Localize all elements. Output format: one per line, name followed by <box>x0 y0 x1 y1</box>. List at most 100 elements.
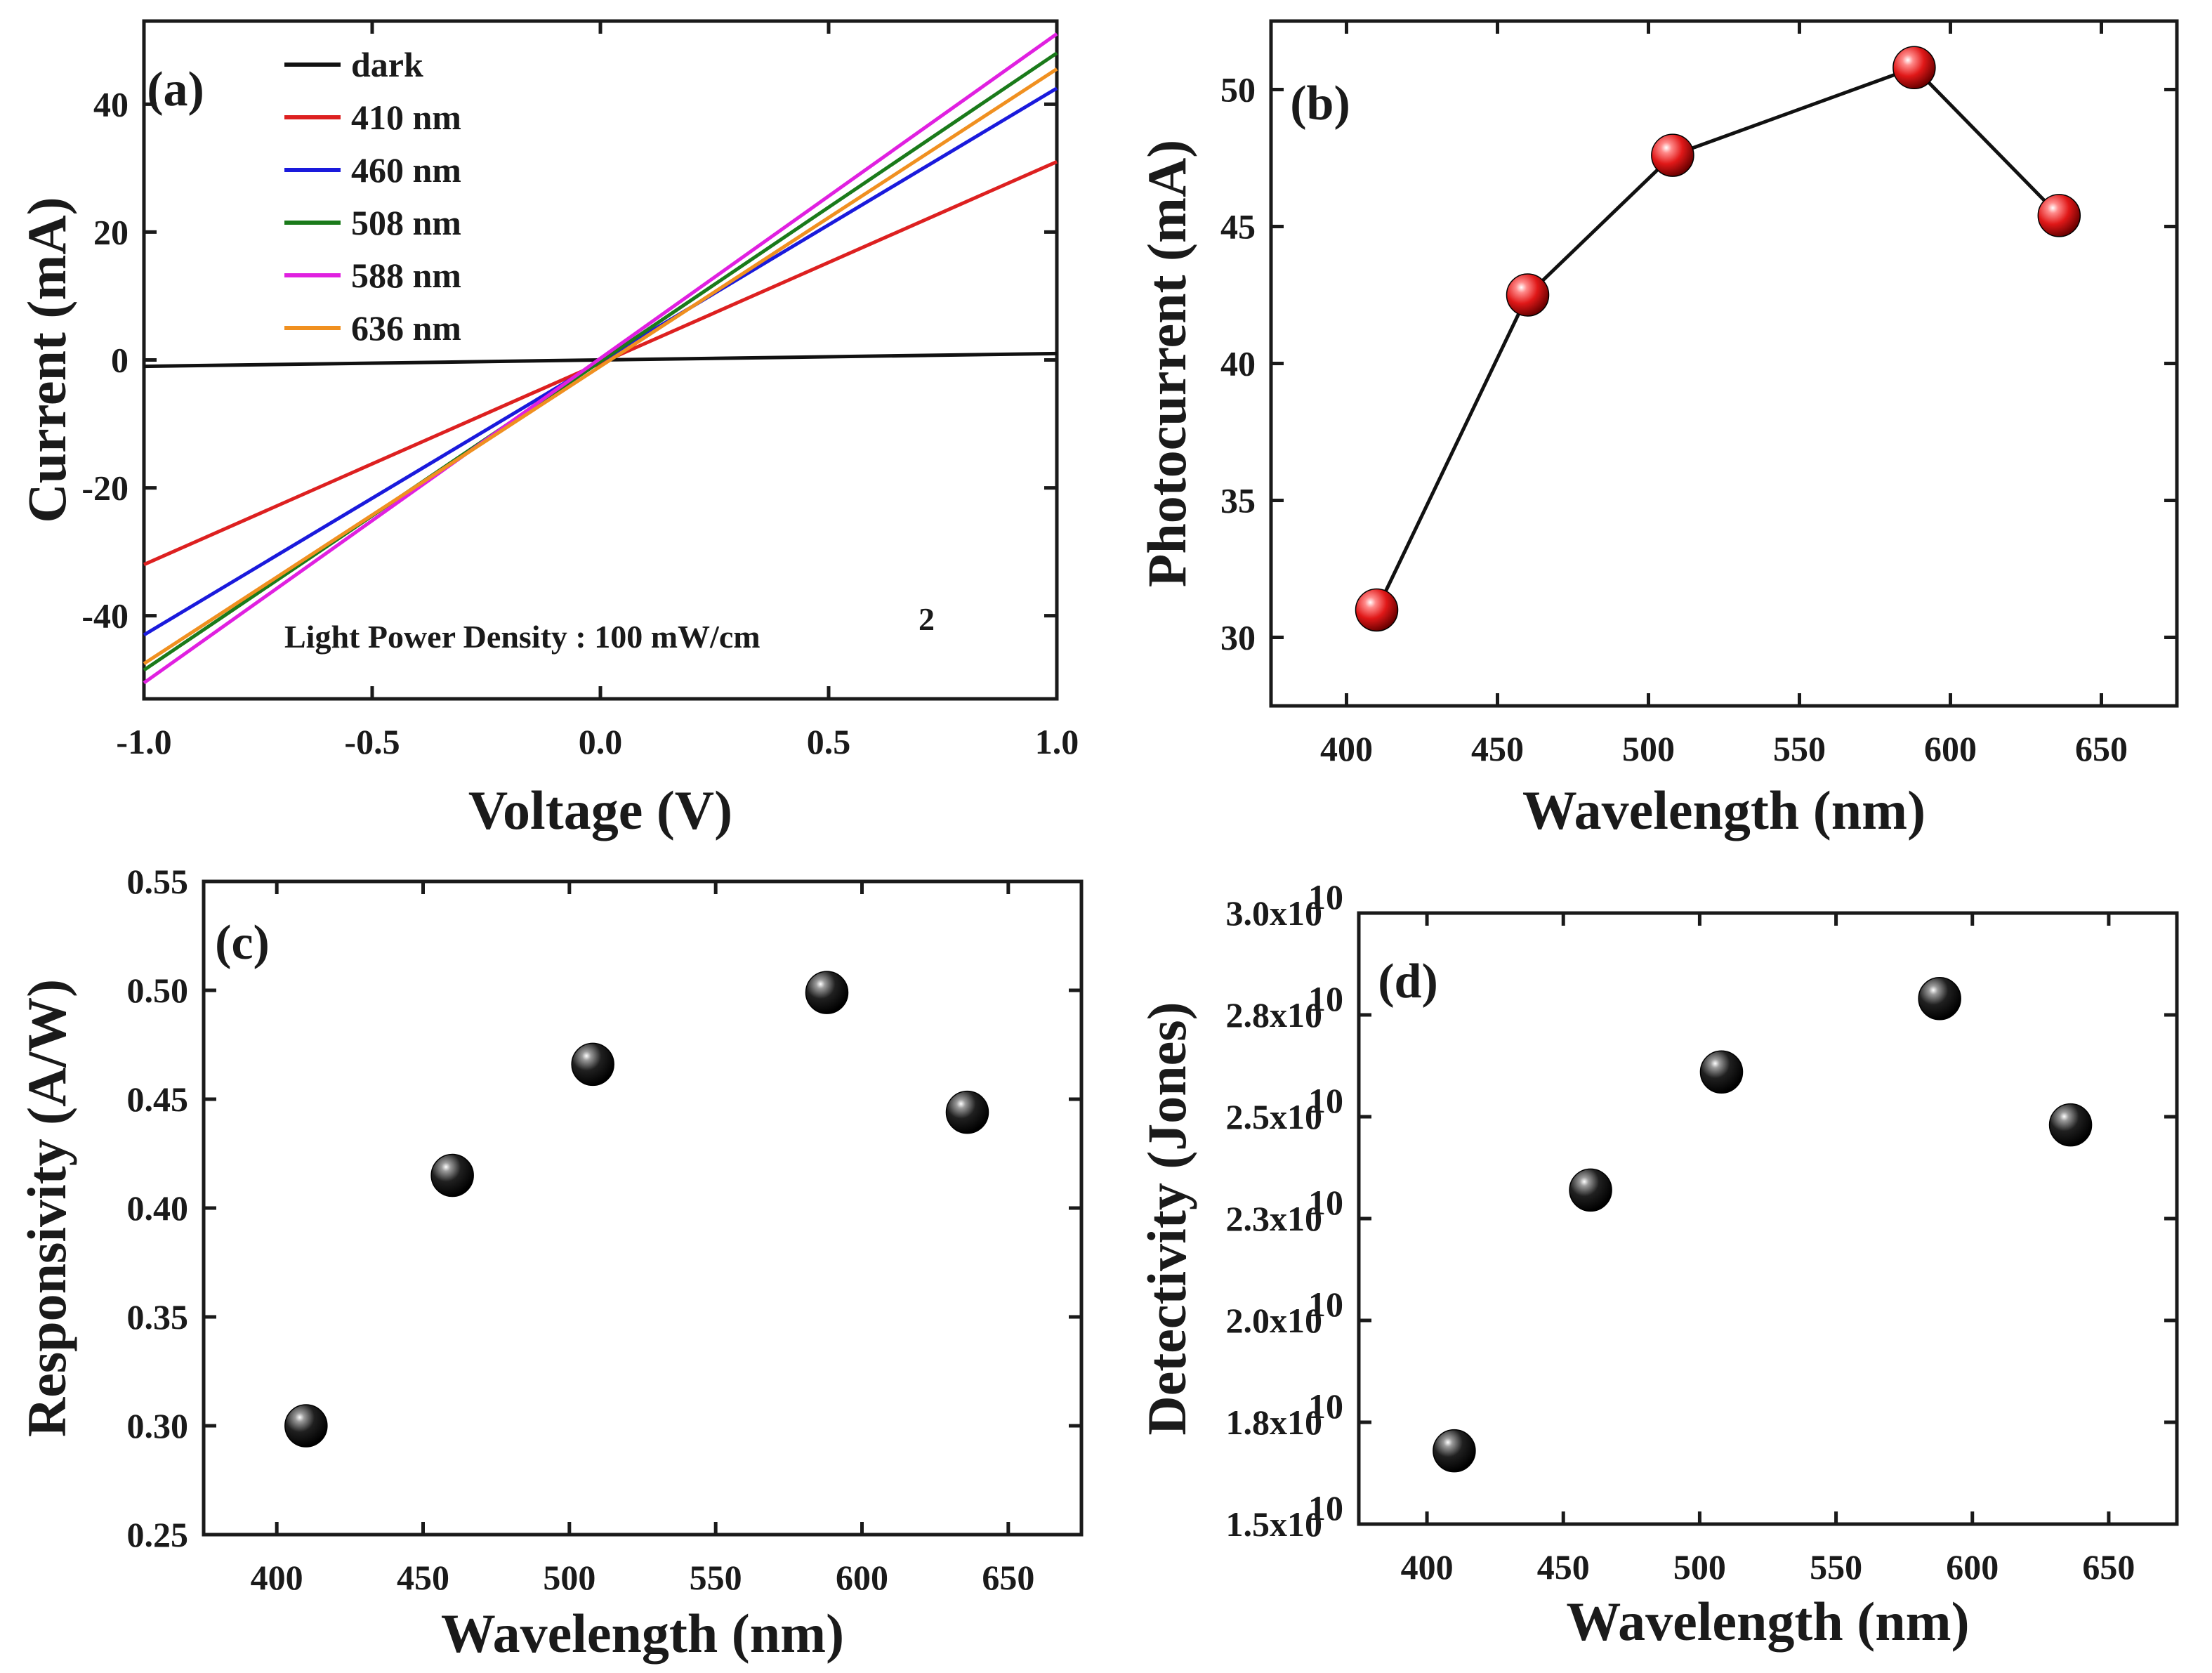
x-tick-label: 500 <box>543 1558 595 1597</box>
x-tick-label: 600 <box>1924 729 1977 768</box>
legend: dark 410 nm 460 nm 508 nm 588 nm 636 nm <box>284 45 461 348</box>
y-tick-exponent: 10 <box>1308 877 1343 917</box>
data-point <box>1433 1429 1476 1473</box>
x-axis-label: Wavelength (nm) <box>1522 780 1925 841</box>
x-tick-label: 650 <box>2082 1547 2135 1587</box>
y-tick-label: 30 <box>1220 618 1256 657</box>
y-tick-label: 0 <box>111 341 129 380</box>
y-tick-label: 1.8x10 <box>1226 1403 1323 1442</box>
y-tick-label: 0.55 <box>127 862 189 901</box>
panel-label: (a) <box>147 63 204 117</box>
data-point <box>1355 588 1399 632</box>
y-tick-exponent: 10 <box>1308 1081 1343 1120</box>
x-tick-label: 0.0 <box>579 722 623 761</box>
legend-label: 636 nm <box>351 308 461 348</box>
data-point <box>1506 273 1550 317</box>
x-tick-label: 600 <box>1946 1547 1999 1587</box>
y-tick-label: 0.35 <box>127 1297 189 1337</box>
plot-frame <box>202 879 1084 1537</box>
legend-label: 508 nm <box>351 203 461 242</box>
x-tick-label: 1.0 <box>1035 722 1079 761</box>
y-tick-label: 2.8x10 <box>1226 995 1323 1035</box>
y-tick-label: 2.0x10 <box>1226 1301 1323 1340</box>
y-tick-label: 1.5x10 <box>1226 1504 1323 1544</box>
x-tick-label: 650 <box>2075 729 2128 768</box>
data-point <box>945 1090 989 1134</box>
y-tick-label: 3.0x10 <box>1226 893 1323 933</box>
y-axis-label: Photocurrent (mA) <box>1136 140 1197 588</box>
legend-label: 410 nm <box>351 98 461 137</box>
x-tick-label: -0.5 <box>344 722 400 761</box>
panel-c: 400 450 500 550 600 650 0.25 0.30 0.35 0.40 0.45 0.… <box>16 862 1084 1664</box>
panel-label: (d) <box>1378 954 1438 1009</box>
y-tick-label: 40 <box>1220 344 1256 383</box>
legend-label: 460 nm <box>351 150 461 190</box>
panel-d: 400 450 500 550 600 6501.5x10101.8x10102.0x10… <box>1136 877 2179 1652</box>
x-tick-label: 650 <box>982 1558 1034 1597</box>
y-tick-label: 0.30 <box>127 1406 189 1445</box>
y-tick-label: 0.40 <box>127 1188 189 1228</box>
series-line <box>1375 65 2061 611</box>
y-tick-label: 50 <box>1220 70 1256 110</box>
x-axis-label: Wavelength (nm) <box>1566 1591 1969 1652</box>
data-point <box>1699 1050 1744 1094</box>
y-axis-label: Current (mA) <box>16 197 77 523</box>
data-point <box>2048 1103 2093 1147</box>
x-tick-label: 500 <box>1673 1547 1726 1587</box>
data-point <box>1651 133 1694 177</box>
y-tick-exponent: 10 <box>1308 979 1343 1018</box>
data-point <box>1918 977 1961 1021</box>
y-tick-exponent: 10 <box>1308 1285 1343 1324</box>
y-tick-label: -40 <box>81 596 129 636</box>
y-tick-label: -20 <box>81 468 129 508</box>
legend-label: 588 nm <box>351 256 461 295</box>
x-tick-label: -1.0 <box>116 722 171 761</box>
data-point <box>430 1153 474 1198</box>
y-tick-label: 0.50 <box>127 971 189 1010</box>
x-axis-label: Wavelength (nm) <box>441 1603 844 1664</box>
x-tick-label: 550 <box>690 1558 742 1597</box>
series-line-588-nm <box>143 32 1058 685</box>
x-tick-label: 550 <box>1810 1547 1862 1587</box>
y-tick-exponent: 10 <box>1308 1386 1343 1426</box>
panel-label: (b) <box>1290 77 1350 131</box>
x-axis-label: Voltage (V) <box>468 780 732 841</box>
y-tick-label: 40 <box>93 84 129 124</box>
x-tick-label: 550 <box>1773 729 1826 768</box>
x-tick-label: 600 <box>836 1558 888 1597</box>
x-tick-label: 500 <box>1622 729 1675 768</box>
data-point <box>1569 1168 1612 1212</box>
y-tick-label: 45 <box>1220 207 1256 247</box>
y-tick-exponent: 10 <box>1308 1183 1343 1222</box>
legend-label: dark <box>351 45 423 84</box>
series-line-636-nm <box>143 67 1058 666</box>
y-tick-label: 0.25 <box>127 1515 189 1554</box>
panel-b: 400 450 500 550 600 650 30 35 40 45 50 Wavelength (… <box>1136 19 2179 841</box>
data-point <box>571 1042 614 1087</box>
data-point <box>1892 46 1936 90</box>
x-tick-label: 450 <box>1471 729 1524 768</box>
y-tick-label: 35 <box>1220 481 1256 520</box>
panel-a: -1.0 -0.5 0.0 0.5 1.0 -40 -20 0 20 40 Voltage (V) C… <box>16 19 1079 841</box>
y-tick-label: 2.5x10 <box>1226 1097 1323 1136</box>
y-tick-label: 2.3x10 <box>1226 1199 1323 1238</box>
annotation-superscript: 2 <box>919 601 935 637</box>
data-point <box>805 971 849 1014</box>
annotation: Light Power Density : 100 mW/cm <box>284 619 761 655</box>
y-tick-label: 20 <box>93 212 129 251</box>
panel-label: (c) <box>215 916 270 970</box>
data-point <box>284 1404 328 1448</box>
y-axis-label: Responsivity (A/W) <box>16 979 77 1437</box>
x-tick-label: 400 <box>1320 729 1373 768</box>
plot-frame <box>1269 19 2179 708</box>
y-tick-label: 0.45 <box>127 1080 189 1119</box>
x-tick-label: 400 <box>251 1558 303 1597</box>
y-tick-exponent: 10 <box>1308 1488 1343 1528</box>
data-point <box>2037 194 2081 237</box>
x-tick-label: 400 <box>1401 1547 1454 1587</box>
x-tick-label: 450 <box>397 1558 449 1597</box>
y-axis-label: Detectivity (Jones) <box>1136 1002 1197 1435</box>
x-tick-label: 0.5 <box>807 722 851 761</box>
series-line-508-nm <box>143 51 1058 672</box>
